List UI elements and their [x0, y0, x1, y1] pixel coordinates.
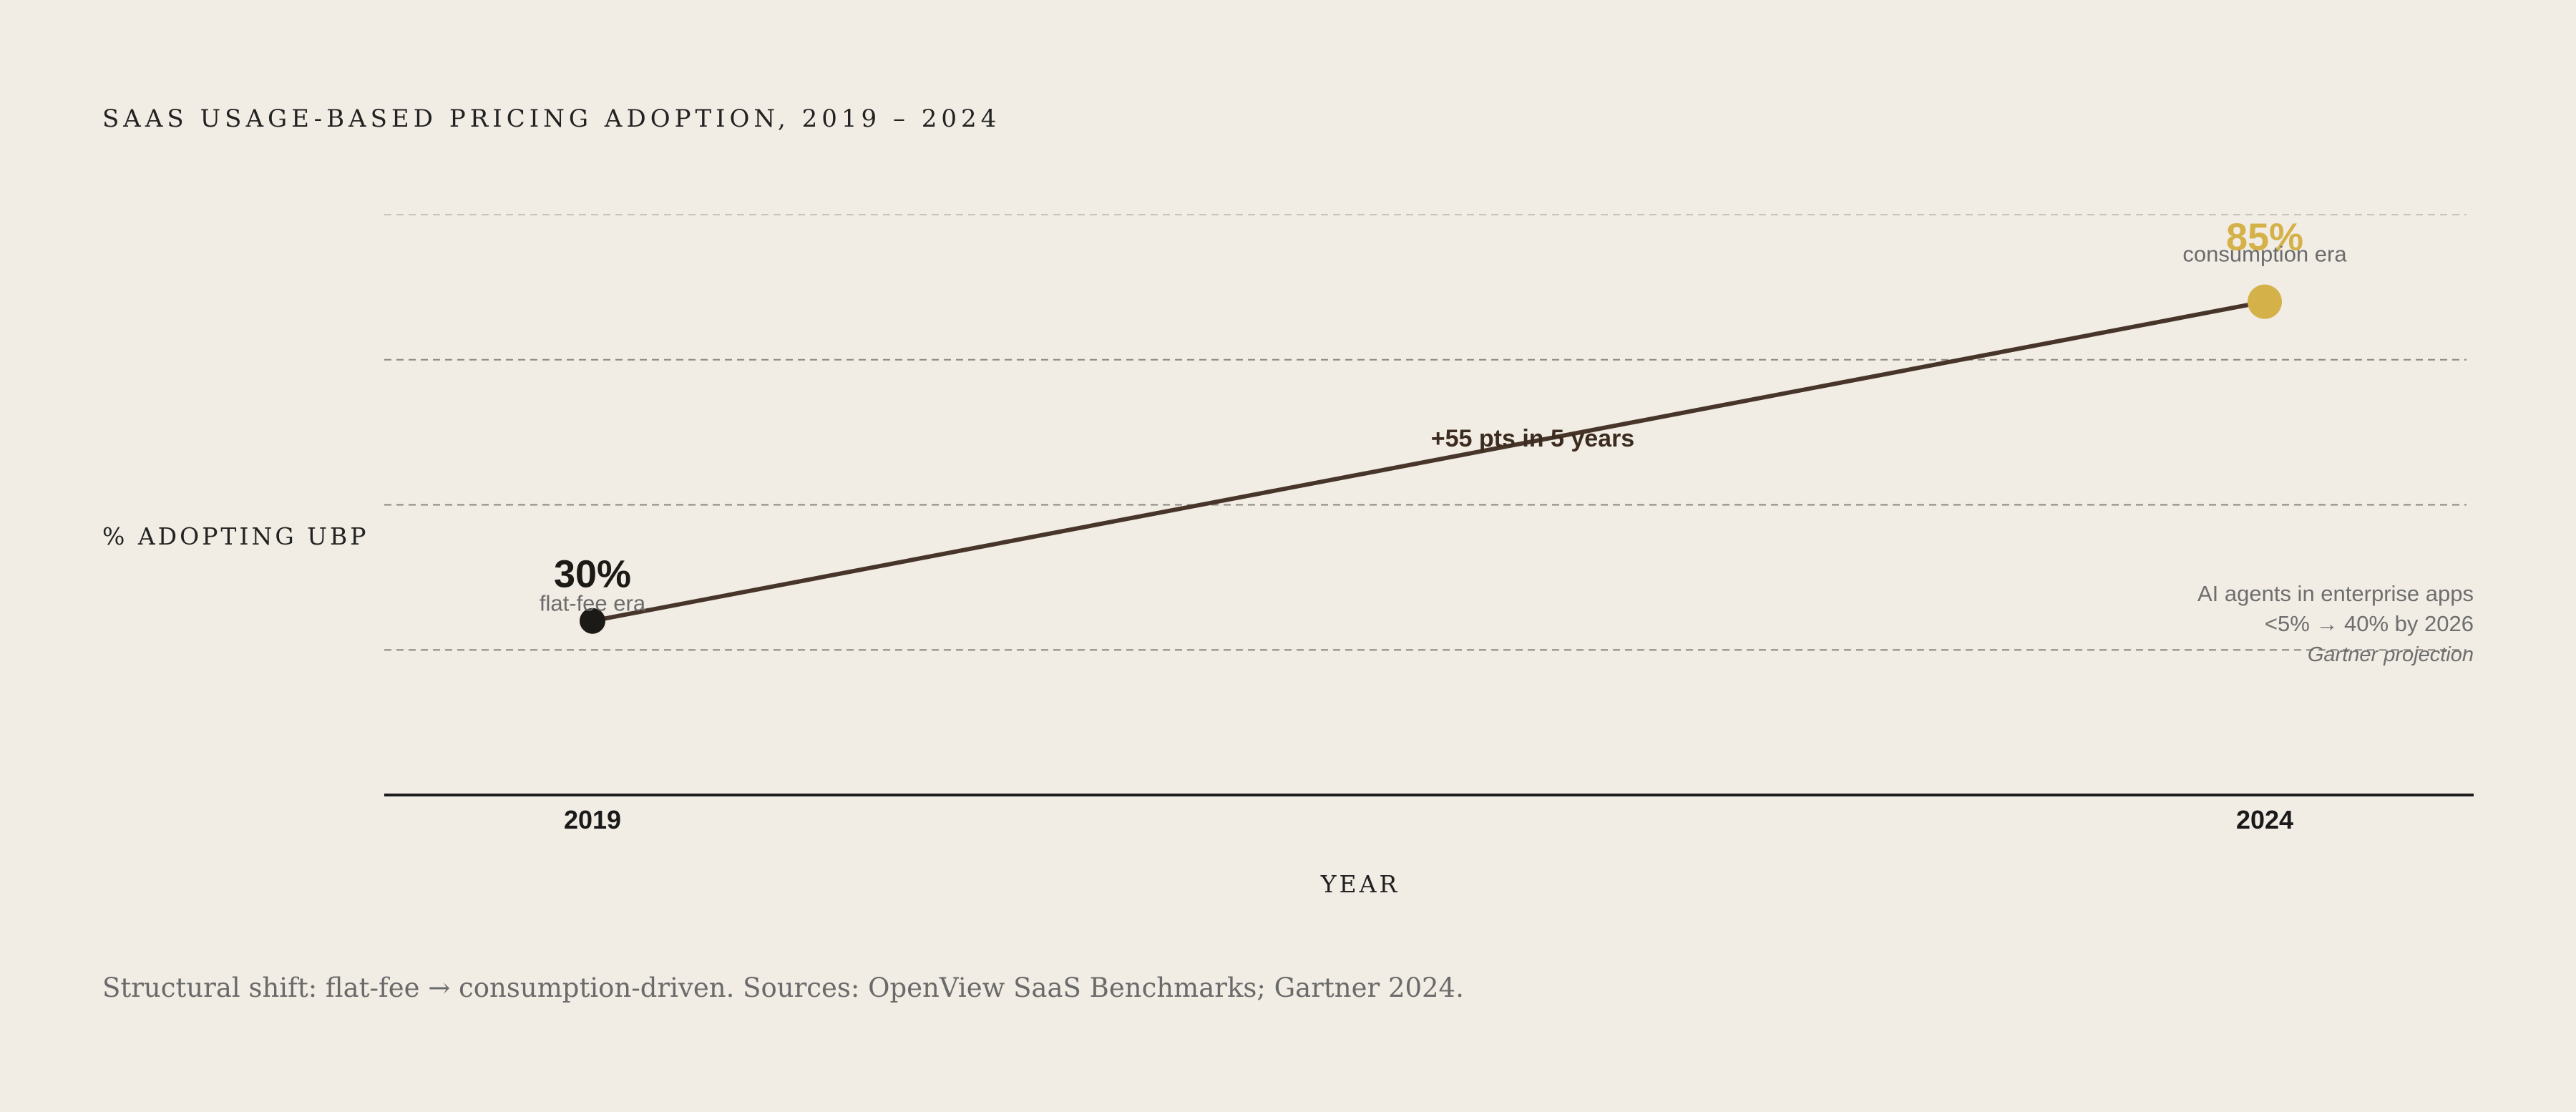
series-line	[592, 299, 2265, 623]
data-point-sub-label: consumption era	[2182, 242, 2347, 267]
chart-footer: Structural shift: flat-fee → consumption…	[102, 972, 1464, 1003]
note-line-1: AI agents in enterprise apps	[2197, 581, 2474, 606]
gridlines	[384, 214, 2467, 651]
data-points: 30%flat-fee era 85%consumption era	[540, 216, 2347, 634]
data-point-value-label: 30%	[554, 553, 631, 596]
delta-annotation: +55 pts in 5 years	[1431, 425, 1634, 452]
chart-title: SAAS USAGE-BASED PRICING ADOPTION, 2019 …	[102, 104, 1000, 133]
series	[592, 299, 2265, 623]
note-line-2: <5% → 40% by 2026	[2265, 611, 2474, 636]
data-point-marker	[580, 608, 605, 634]
x-ticks: 2019 2024	[564, 805, 2293, 834]
note-source: Gartner projection	[2308, 643, 2474, 666]
x-tick-label: 2019	[564, 805, 621, 834]
x-tick-label: 2024	[2236, 805, 2293, 834]
y-axis-label: % ADOPTING UBP	[102, 522, 369, 550]
data-point-sub-label: flat-fee era	[540, 591, 646, 616]
x-axis-label: YEAR	[1320, 870, 1400, 898]
data-point-value-label: 85%	[2226, 216, 2303, 259]
data-point-marker	[2248, 284, 2282, 319]
